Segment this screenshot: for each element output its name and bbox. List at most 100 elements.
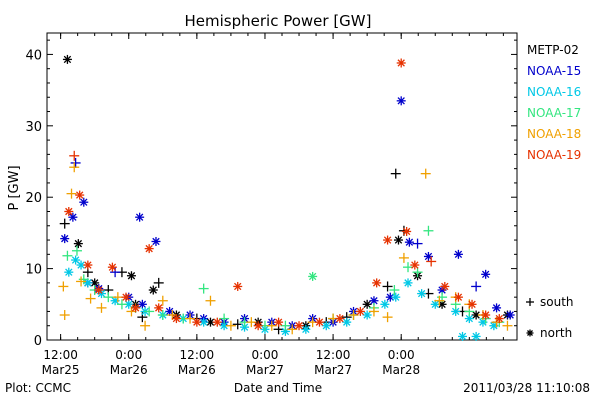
data-point-noaa-16-north — [362, 310, 372, 320]
y-tick-label: 20 — [25, 191, 42, 206]
data-point-noaa-15-south — [412, 238, 423, 249]
data-point-noaa-19-north — [83, 260, 93, 270]
legend-entry: NOAA-16 — [527, 85, 581, 99]
data-point-noaa-17-north — [308, 271, 318, 281]
data-point-noaa-16-north — [417, 289, 427, 299]
data-point-noaa-16-north — [124, 299, 134, 309]
data-point-noaa-18-south — [112, 292, 123, 303]
data-point-noaa-18-south — [58, 281, 69, 292]
data-point-noaa-18-south — [348, 310, 359, 321]
data-point-noaa-19-north — [467, 299, 477, 309]
data-point-noaa-18-south — [69, 162, 80, 173]
chart-title: Hemispheric Power [GW] — [185, 12, 372, 30]
data-point-noaa-19-north — [253, 321, 263, 331]
data-point-noaa-19-north — [107, 262, 117, 272]
x-tick-date: Mar26 — [178, 363, 216, 377]
data-point-noaa-18-south — [420, 168, 431, 179]
data-point-noaa-18-south — [368, 306, 379, 317]
data-point-noaa-18-south — [502, 320, 513, 331]
data-point-metp-02-south — [153, 277, 164, 288]
y-tick-label: 0 — [34, 334, 42, 349]
data-point-noaa-19-north — [396, 58, 406, 68]
data-point-noaa-19-north — [144, 244, 154, 254]
data-point-noaa-15-south — [471, 281, 482, 292]
data-point-noaa-17-south — [144, 306, 155, 317]
data-point-noaa-19-north — [314, 317, 324, 327]
marker-legend: south north — [526, 295, 574, 340]
data-point-noaa-15-north — [60, 234, 70, 244]
data-point-noaa-17-south — [71, 245, 82, 256]
data-point-noaa-18-south — [66, 188, 77, 199]
data-point-noaa-16-north — [458, 331, 468, 341]
data-point-noaa-16-north — [301, 324, 311, 334]
x-tick-time: 0:00 — [115, 348, 142, 362]
marker-legend-label: north — [540, 326, 572, 340]
legend: METP-02 NOAA-15 NOAA-16 NOAA-17 NOAA-18 NOAA-… — [527, 43, 581, 162]
data-point-noaa-18-south — [398, 252, 409, 263]
y-tick-label: 10 — [25, 263, 42, 278]
x-tick-date: Mar25 — [42, 363, 80, 377]
data-point-metp-02-south — [390, 168, 401, 179]
data-point-metp-02-north — [73, 239, 83, 249]
data-point-noaa-19-north — [494, 314, 504, 324]
data-point-noaa-16-north — [342, 317, 352, 327]
legend-entry: NOAA-15 — [527, 64, 581, 78]
data-point-noaa-19-north — [131, 303, 141, 313]
data-points — [58, 54, 515, 341]
y-axis-ticks: 0 10 20 30 40 — [25, 39, 517, 349]
data-point-noaa-19-north — [154, 303, 164, 313]
data-point-noaa-15-north — [135, 212, 145, 222]
data-point-noaa-19-north — [335, 314, 345, 324]
x-axis-label: Date and Time — [234, 381, 322, 395]
data-point-noaa-15-north — [68, 212, 78, 222]
x-tick-time: 0:00 — [388, 348, 415, 362]
data-point-noaa-19-north — [192, 317, 202, 327]
x-axis-ticks: 12:00Mar250:00Mar2612:00Mar260:00Mar2712… — [42, 33, 504, 377]
data-point-noaa-18-south — [382, 312, 393, 323]
x-tick-date: Mar27 — [314, 363, 352, 377]
data-point-noaa-17-south — [389, 285, 400, 296]
data-point-noaa-18-south — [85, 293, 96, 304]
y-axis-label: P [GW] — [7, 165, 22, 210]
data-point-noaa-16-north — [391, 292, 401, 302]
data-point-noaa-18-south — [246, 317, 257, 328]
data-point-noaa-15-north — [404, 237, 414, 247]
data-point-noaa-19-south — [69, 150, 80, 161]
data-point-noaa-19-south — [426, 256, 437, 267]
data-point-noaa-17-south — [403, 262, 414, 273]
data-point-metp-02-north — [393, 235, 403, 245]
data-point-noaa-18-south — [96, 302, 107, 313]
x-tick-time: 12:00 — [180, 348, 215, 362]
x-tick-date: Mar27 — [246, 363, 284, 377]
data-point-metp-02-north — [148, 285, 158, 295]
x-tick-time: 12:00 — [316, 348, 351, 362]
data-point-noaa-18-south — [157, 295, 168, 306]
x-tick-time: 0:00 — [251, 348, 278, 362]
data-point-noaa-15-north — [396, 96, 406, 106]
data-point-noaa-19-north — [402, 226, 412, 236]
data-point-noaa-18-south — [434, 295, 445, 306]
data-point-noaa-19-north — [440, 281, 450, 291]
data-point-noaa-18-south — [185, 313, 196, 324]
data-point-noaa-18-south — [225, 320, 236, 331]
data-point-noaa-17-south — [219, 313, 230, 324]
data-point-noaa-17-south — [423, 225, 434, 236]
data-point-noaa-19-north — [294, 321, 304, 331]
data-point-noaa-18-south — [76, 276, 87, 287]
data-point-noaa-16-north — [321, 321, 331, 331]
data-point-noaa-18-south — [266, 320, 277, 331]
data-point-noaa-15-north — [385, 292, 395, 302]
data-point-noaa-18-south — [287, 324, 298, 335]
marker-legend-south: south — [526, 295, 574, 309]
legend-entry: NOAA-18 — [527, 127, 581, 141]
data-point-noaa-17-south — [157, 310, 168, 321]
legend-entry: NOAA-19 — [527, 148, 581, 162]
data-point-noaa-15-north — [137, 299, 147, 309]
marker-legend-label: south — [540, 295, 574, 309]
data-point-noaa-17-south — [116, 299, 127, 310]
data-point-noaa-19-north — [75, 190, 85, 200]
data-point-noaa-16-north — [471, 331, 481, 341]
data-point-noaa-16-north — [380, 299, 390, 309]
x-tick-date: Mar28 — [382, 363, 420, 377]
